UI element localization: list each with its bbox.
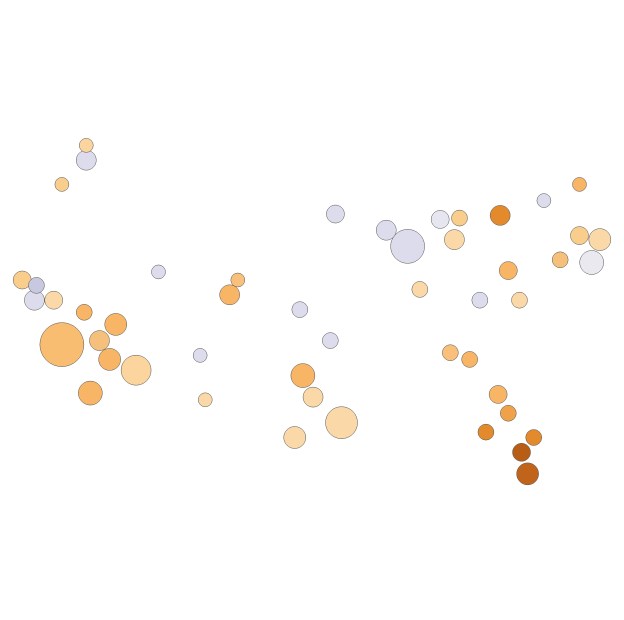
county-bubble (570, 226, 589, 245)
county-bubble (461, 351, 478, 368)
county-bubble (376, 219, 397, 241)
county-bubble (411, 281, 429, 298)
county-bubble (525, 429, 542, 446)
county-bubble (283, 426, 306, 449)
county-bubble (499, 261, 518, 280)
county-bubble (54, 177, 70, 192)
county-bubble (488, 385, 508, 404)
county-bubble (325, 406, 358, 439)
county-bubble (511, 291, 528, 309)
county-bubble (489, 205, 511, 226)
county-bubble (572, 177, 587, 192)
county-bubble (442, 344, 459, 361)
county-bubble (291, 301, 309, 318)
county-bubble (78, 380, 103, 406)
county-bubble (536, 193, 552, 208)
county-bubble (104, 313, 128, 336)
county-bubble (477, 423, 495, 441)
county-bubble (588, 228, 612, 251)
county-bubble (151, 264, 166, 280)
county-bubble (89, 330, 110, 351)
county-bubble (326, 204, 345, 224)
county-bubble (512, 443, 531, 462)
county-bubble (230, 272, 246, 288)
county-bubble (500, 405, 517, 422)
county-bubble (44, 290, 63, 310)
county-bubble (471, 291, 489, 309)
county-bubble (98, 348, 121, 371)
county-bubble (79, 138, 94, 153)
county-bubble (516, 462, 539, 486)
county-bubble (451, 209, 468, 227)
county-bubble (28, 277, 45, 294)
county-bubble (430, 210, 450, 229)
county-bubble (198, 392, 213, 408)
county-bubble (322, 332, 339, 349)
county-bubble (76, 149, 97, 171)
county-bubble (192, 348, 208, 363)
county-bubble (551, 251, 569, 269)
county-bubble (390, 229, 425, 264)
county-bubble (120, 354, 152, 386)
county-bubble (290, 363, 316, 388)
county-bubble (39, 322, 85, 367)
county-bubble (302, 386, 324, 408)
county-bubble (75, 304, 93, 321)
county-bubble (219, 284, 240, 306)
county-bubble (444, 229, 465, 250)
county-bubble (579, 250, 604, 275)
